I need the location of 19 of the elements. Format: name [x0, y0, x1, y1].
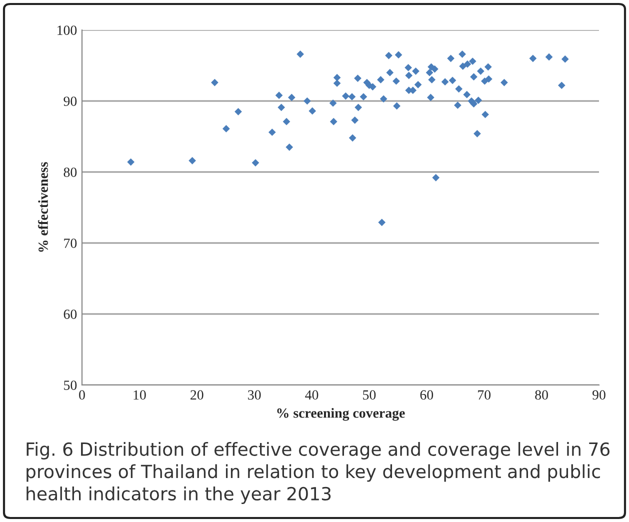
y-tick-label: 70	[64, 238, 77, 248]
x-tick-label: 90	[592, 390, 606, 400]
x-axis-title: % screening coverage	[277, 408, 405, 421]
y-tick-label: 100	[58, 26, 77, 35]
x-tick-label: 0	[79, 390, 85, 400]
y-tick-label: 90	[64, 96, 77, 106]
caption: Fig. 6 Distribution of effective coverage and coverage level in 76 provinces of Thailand in relation to key development and public health indicators in the year 2013	[26, 442, 610, 504]
x-tick-label: 30	[248, 390, 261, 400]
y-axis-title: % effectiveness	[38, 162, 48, 252]
x-tick-label: 40	[305, 390, 318, 400]
y-tick-label: 60	[64, 310, 77, 319]
x-tick-label: 60	[420, 390, 434, 400]
x-tick-label: 10	[134, 390, 146, 400]
y-tick-label: 50	[64, 380, 77, 390]
x-tick-label: 80	[535, 390, 548, 400]
x-tick-label: 20	[190, 390, 204, 400]
y-tick-label: 80	[64, 168, 77, 177]
x-tick-label: 50	[363, 390, 376, 400]
x-tick-label: 70	[478, 390, 491, 400]
